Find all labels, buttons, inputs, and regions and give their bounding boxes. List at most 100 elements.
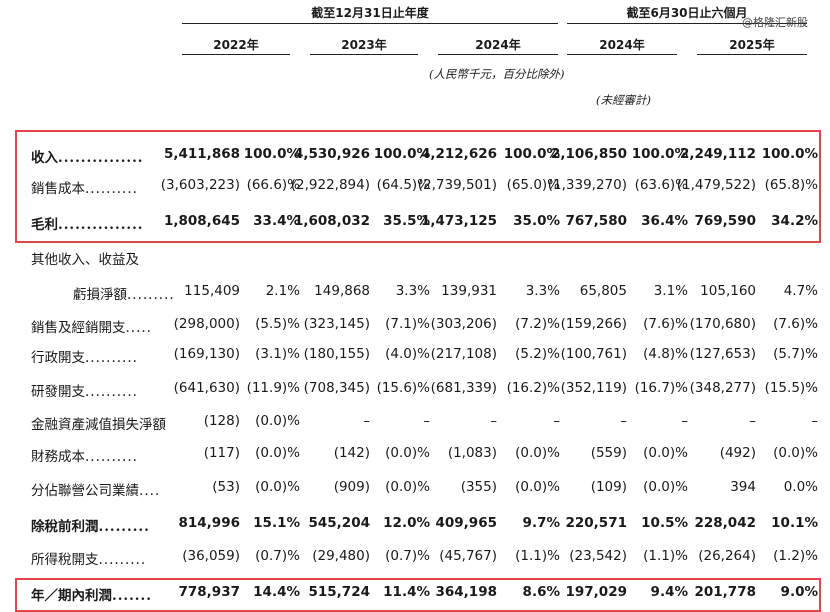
amount-cell: (117): [203, 445, 240, 461]
amount-cell: (559): [590, 445, 627, 461]
table-row: 其他收入、收益及: [0, 248, 830, 270]
amount-cell: 4,212,626: [420, 146, 497, 162]
amount-cell: (217,108): [430, 346, 497, 362]
row-label: 金融資產減值損失淨額: [31, 413, 166, 433]
percent-cell: (0.0)%: [255, 445, 300, 461]
amount-cell: 364,198: [435, 584, 498, 600]
amount-cell: 149,868: [314, 283, 370, 299]
row-label-dots: .....: [125, 320, 152, 336]
amount-cell: (909): [333, 479, 370, 495]
amount-cell: –: [363, 413, 370, 429]
percent-cell: 9.0%: [780, 584, 818, 600]
percent-cell: 100.0%: [631, 146, 688, 162]
percent-cell: (0.0)%: [255, 479, 300, 495]
amount-cell: 201,778: [694, 584, 757, 600]
amount-cell: (29,480): [312, 548, 370, 564]
percent-cell: (16.7)%: [634, 380, 688, 396]
percent-cell: (16.2)%: [506, 380, 560, 396]
row-label-dots: .........: [98, 519, 150, 535]
percent-cell: (1.1)%: [643, 548, 688, 564]
row-label-dots: .........: [98, 552, 147, 568]
amount-cell: (169,130): [173, 346, 240, 362]
percent-cell: (7.6)%: [773, 316, 818, 332]
percent-cell: 3.3%: [395, 283, 430, 299]
percent-cell: 8.6%: [522, 584, 560, 600]
amount-cell: 1,808,645: [163, 213, 240, 229]
amount-cell: 767,580: [565, 213, 628, 229]
amount-cell: 2,249,112: [679, 146, 756, 162]
amount-cell: 1,473,125: [420, 213, 497, 229]
row-label-dots: ..........: [85, 384, 138, 400]
table-row: 銷售及經銷開支..... (298,000) (5.5)% (323,145) (7.1…: [0, 316, 830, 338]
percent-cell: (0.0)%: [643, 479, 688, 495]
amount-cell: 4,530,926: [293, 146, 370, 162]
currency-note: (人民幣千元，百分比除外): [429, 67, 565, 81]
percent-cell: –: [681, 413, 688, 429]
percent-cell: (0.0)%: [773, 445, 818, 461]
percent-cell: 3.3%: [525, 283, 560, 299]
amount-cell: –: [490, 413, 497, 429]
row-label: 收入...............: [31, 146, 144, 166]
row-label-text: 分佔聯營公司業績: [31, 483, 139, 499]
amount-cell: 1,608,032: [293, 213, 370, 229]
amount-cell: –: [620, 413, 627, 429]
table-row: 研發開支.......... (641,630) (11.9)% (708,345) (…: [0, 380, 830, 402]
amount-cell: (159,266): [560, 316, 627, 332]
amount-cell: (26,264): [698, 548, 756, 564]
row-label-text: 研發開支: [31, 384, 85, 400]
row-label-dots: .........: [127, 287, 175, 303]
percent-cell: (0.7)%: [385, 548, 430, 564]
row-label-dots: ..........: [85, 181, 138, 197]
amount-cell: (170,680): [689, 316, 756, 332]
row-label-text: 銷售成本: [31, 181, 85, 197]
amount-cell: 220,571: [565, 515, 628, 531]
amount-cell: (2,922,894): [290, 177, 370, 193]
amount-cell: –: [749, 413, 756, 429]
amount-cell: 814,996: [178, 515, 241, 531]
table-row: 財務成本.......... (117) (0.0)% (142) (0.0)% (1,0…: [0, 445, 830, 467]
percent-cell: (63.6)%: [634, 177, 688, 193]
watermark: @格隆汇新股: [742, 16, 808, 29]
table-row: 分佔聯營公司業績.... (53) (0.0)% (909) (0.0)% (355) (0…: [0, 479, 830, 501]
amount-cell: 409,965: [435, 515, 498, 531]
row-label-text: 年／期內利潤: [31, 588, 112, 604]
row-label-dots: ..........: [85, 449, 138, 465]
row-label-text: 財務成本: [31, 449, 85, 465]
amount-cell: (641,630): [173, 380, 240, 396]
percent-cell: (65.0)%: [506, 177, 560, 193]
row-label: 毛利...............: [31, 213, 144, 233]
percent-cell: 100.0%: [243, 146, 300, 162]
amount-cell: (1,339,270): [547, 177, 627, 193]
unaudited-note: (未經審計): [596, 93, 651, 107]
percent-cell: 35.0%: [513, 213, 560, 229]
percent-cell: (1.1)%: [515, 548, 560, 564]
table-row: 所得稅開支......... (36,059) (0.7)% (29,480) (0.7…: [0, 548, 830, 570]
percent-cell: (7.1)%: [385, 316, 430, 332]
percent-cell: (7.6)%: [643, 316, 688, 332]
row-label-text: 除稅前利潤: [31, 519, 99, 535]
amount-cell: 394: [730, 479, 756, 495]
amount-cell: (2,739,501): [417, 177, 497, 193]
year-underline: [310, 54, 418, 55]
table-row: 除稅前利潤......... 814,996 15.1% 545,204 12.0% 40…: [0, 515, 830, 537]
percent-cell: 4.7%: [783, 283, 818, 299]
table-row: 毛利............... 1,808,645 33.4% 1,608,032…: [0, 213, 830, 235]
percent-cell: (4.8)%: [643, 346, 688, 362]
row-label-text: 收入: [31, 150, 58, 166]
highlight-box-gross-profit: [15, 130, 821, 243]
percent-cell: (66.6)%: [246, 177, 300, 193]
percent-cell: (5.2)%: [515, 346, 560, 362]
amount-cell: 105,160: [700, 283, 756, 299]
percent-cell: 34.2%: [771, 213, 818, 229]
row-label: 分佔聯營公司業績....: [31, 479, 160, 499]
percent-cell: (0.0)%: [643, 445, 688, 461]
row-label-dots: .......: [112, 588, 152, 604]
amount-cell: (355): [460, 479, 497, 495]
amount-cell: 515,724: [308, 584, 371, 600]
row-label: 除稅前利潤.........: [31, 515, 150, 535]
percent-cell: 100.0%: [503, 146, 560, 162]
row-label: 銷售及經銷開支.....: [31, 316, 152, 336]
row-label: 虧損淨額.........: [73, 283, 175, 303]
year-header-2024-h1: 2024年: [599, 38, 645, 52]
row-label: 年／期內利潤.......: [31, 584, 152, 604]
